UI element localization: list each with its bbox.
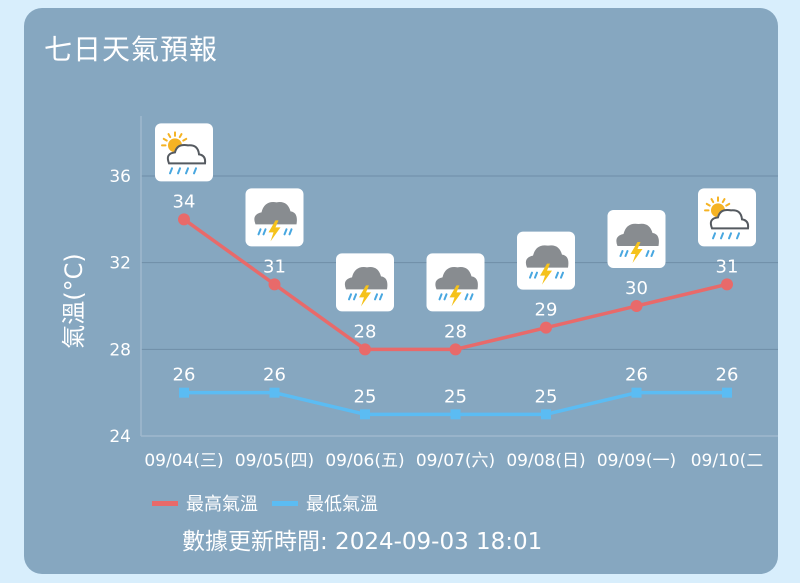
legend-item-high: 最高氣溫 xyxy=(152,490,258,516)
legend-swatch-high xyxy=(152,500,178,506)
legend-label-low: 最低氣溫 xyxy=(306,494,378,515)
page-title: 七日天氣預報 xyxy=(44,33,219,66)
data-point xyxy=(178,213,190,226)
thunderstorm-icon xyxy=(245,188,304,247)
x-tick-label: 09/10(二 xyxy=(691,451,764,471)
data-point xyxy=(360,409,370,420)
data-point xyxy=(721,278,733,291)
x-tick-label: 09/07(六) xyxy=(416,451,495,471)
legend-swatch-low xyxy=(272,500,298,506)
sun-cloud-rain-icon xyxy=(155,123,213,182)
x-tick-label: 09/05(四) xyxy=(235,451,314,471)
y-tick-label: 36 xyxy=(109,167,131,187)
x-tick-label: 09/08(日) xyxy=(506,451,585,471)
data-label: 25 xyxy=(444,386,467,407)
data-point xyxy=(269,387,280,398)
data-label: 30 xyxy=(625,278,648,299)
data-label: 31 xyxy=(716,256,739,277)
data-label: 25 xyxy=(354,386,377,407)
y-tick-label: 24 xyxy=(109,427,131,447)
data-label: 31 xyxy=(263,256,286,277)
data-label: 28 xyxy=(354,321,377,342)
x-tick-label: 09/09(一) xyxy=(597,451,676,471)
data-label: 26 xyxy=(625,365,648,386)
legend: 最高氣溫 最低氣溫 xyxy=(152,490,392,516)
x-tick-label: 09/04(三) xyxy=(144,451,223,471)
data-point xyxy=(541,409,551,420)
thunderstorm-icon xyxy=(517,231,575,290)
data-label: 29 xyxy=(535,300,558,321)
x-tick-label: 09/06(五) xyxy=(325,451,404,471)
data-point xyxy=(179,387,189,398)
data-label: 34 xyxy=(173,191,196,212)
weather-icons xyxy=(155,123,756,312)
temperature-chart: 24 28 32 36 09/04(三) 09/05(四) 09/06(五) 09/07(六)… xyxy=(60,116,778,471)
data-point xyxy=(450,409,461,420)
data-point xyxy=(630,300,643,312)
data-point xyxy=(359,343,371,356)
thunderstorm-icon xyxy=(607,210,666,268)
data-point xyxy=(540,321,552,334)
data-label: 25 xyxy=(535,386,558,407)
thunderstorm-icon xyxy=(426,253,485,312)
data-label: 26 xyxy=(263,365,286,386)
sun-cloud-rain-icon xyxy=(698,188,756,247)
legend-item-low: 最低氣溫 xyxy=(272,490,378,516)
data-label: 26 xyxy=(173,365,196,386)
y-axis-label: 氣溫(°C) xyxy=(60,253,88,348)
series-layer xyxy=(178,213,733,420)
label-layer: 24 28 32 36 09/04(三) 09/05(四) 09/06(五) 09/07(六)… xyxy=(109,167,763,471)
update-time: 數據更新時間: 2024-09-03 18:01 xyxy=(182,529,543,555)
y-tick-label: 28 xyxy=(109,340,131,360)
data-label: 28 xyxy=(444,321,467,342)
data-point xyxy=(722,387,732,398)
data-point xyxy=(268,278,281,291)
y-tick-label: 32 xyxy=(109,254,131,274)
thunderstorm-icon xyxy=(336,253,394,312)
data-label: 26 xyxy=(716,365,739,386)
data-point xyxy=(449,343,462,356)
forecast-card: 七日天氣預報 24 28 32 36 09/04(三) 09/05(四) 09/06(五) 0… xyxy=(24,8,778,574)
axes xyxy=(140,116,778,437)
legend-label-high: 最高氣溫 xyxy=(186,494,258,515)
data-point xyxy=(631,387,642,398)
